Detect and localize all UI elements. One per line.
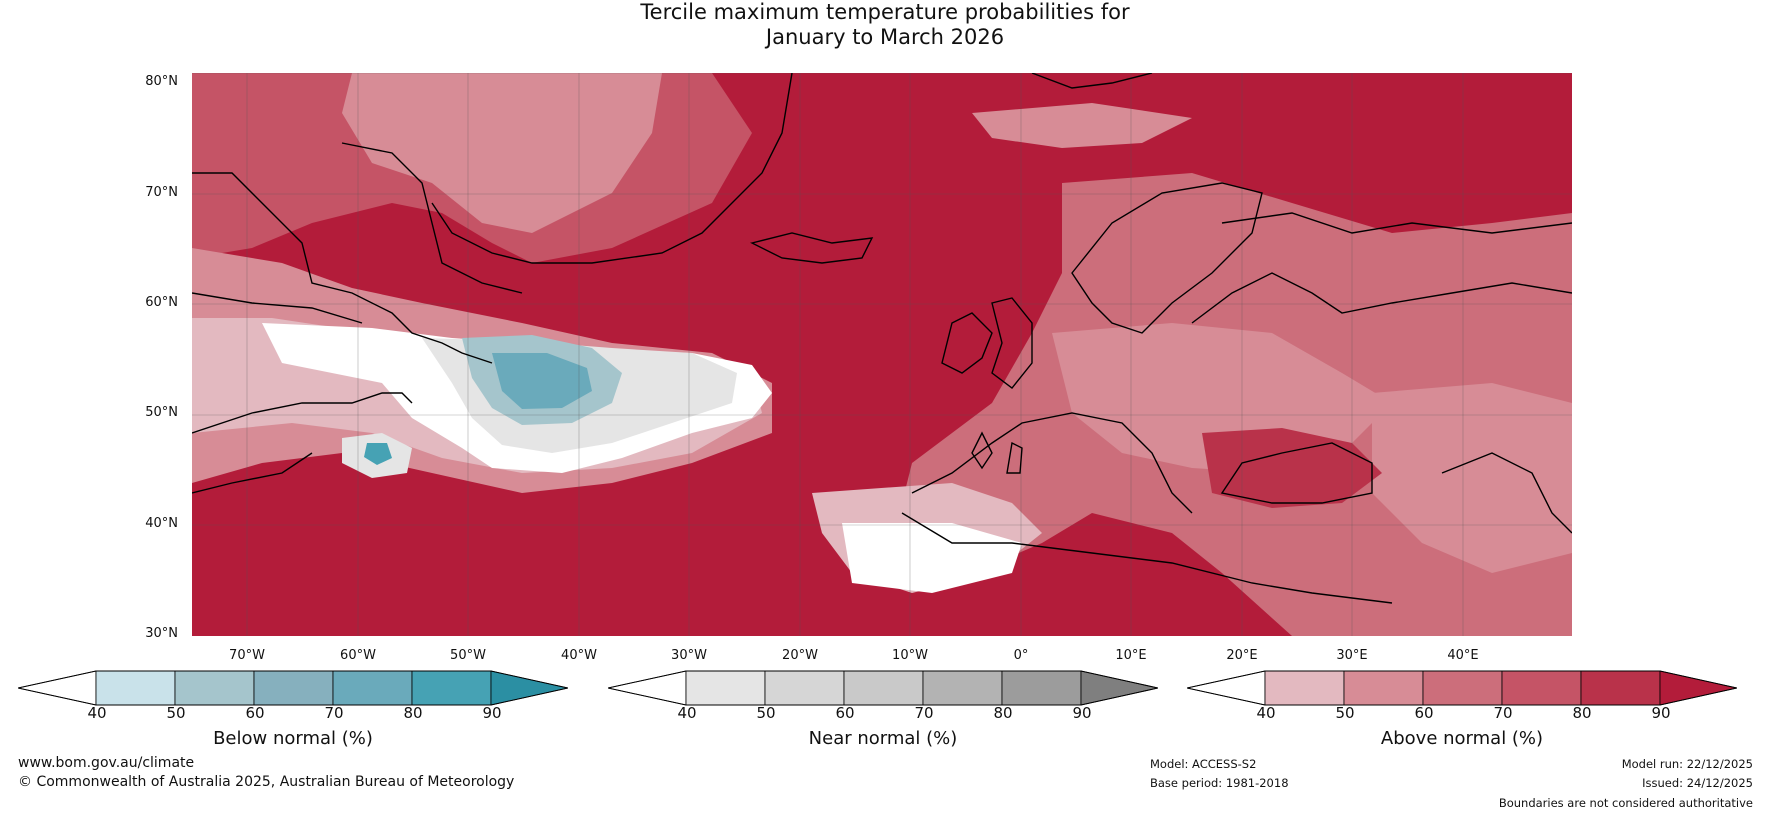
- above-tick-60: 60: [1414, 704, 1434, 722]
- colorbar-above-max-arrow: [1659, 670, 1738, 706]
- lon-label-30w: 30°W: [671, 648, 707, 663]
- lon-label-10w: 10°W: [892, 648, 928, 663]
- colorbar-above-bin-40-50: [1264, 670, 1345, 706]
- lon-label-70w: 70°W: [229, 648, 265, 663]
- below-tick-90: 90: [482, 704, 502, 722]
- legend-title-near: Near normal (%): [808, 728, 958, 749]
- colorbar-below-min-arrow: [17, 670, 97, 706]
- region-above-50-svalbard: [972, 103, 1192, 148]
- colorbar-above-bin-70-80: [1501, 670, 1582, 706]
- near-tick-90: 90: [1072, 704, 1092, 722]
- colorbar-near-bin-70-80: [922, 670, 1003, 706]
- colorbar-below-bin-40-50: [95, 670, 176, 706]
- lon-label-50w: 50°W: [450, 648, 486, 663]
- model-name: Model: ACCESS-S2: [1150, 757, 1257, 771]
- region-above-80-black-sea: [1202, 428, 1382, 508]
- region-above-50-greenland: [342, 73, 662, 233]
- probability-map: [192, 73, 1572, 636]
- colorbar-near-max-arrow: [1080, 670, 1159, 706]
- graticule: [192, 73, 1572, 636]
- lon-label-20w: 20°W: [782, 648, 818, 663]
- near-tick-80: 80: [993, 704, 1013, 722]
- below-tick-50: 50: [166, 704, 186, 722]
- lat-label-60n: 60°N: [145, 295, 178, 310]
- lat-label-80n: 80°N: [145, 74, 178, 89]
- lat-label-30n: 30°N: [145, 626, 178, 641]
- colorbar-below-bin-60-70: [253, 670, 334, 706]
- colorbar-near-bin-50-60: [764, 670, 845, 706]
- lon-label-60w: 60°W: [340, 648, 376, 663]
- lon-label-30e: 30°E: [1336, 648, 1368, 663]
- above-tick-80: 80: [1572, 704, 1592, 722]
- region-near-40-sahara: [842, 523, 1022, 593]
- colorbar-above-min-arrow: [1186, 670, 1266, 706]
- colorbar-near-min-arrow: [607, 670, 687, 706]
- colorbar-below-bin-50-60: [174, 670, 255, 706]
- colorbar-below-bin-70-80: [332, 670, 413, 706]
- lon-label-20e: 20°E: [1226, 648, 1258, 663]
- region-below-90-small: [364, 443, 392, 465]
- below-tick-70: 70: [324, 704, 344, 722]
- lon-label-0: 0°: [1013, 648, 1029, 663]
- colorbar-above-bin-80-90: [1580, 670, 1661, 706]
- lon-label-40e: 40°E: [1447, 648, 1479, 663]
- colorbar-above: [1186, 670, 1738, 706]
- legend-near-normal: [607, 668, 1159, 712]
- copyright-text: © Commonwealth of Australia 2025, Austra…: [18, 774, 515, 790]
- title-line-1: Tercile maximum temperature probabilitie…: [640, 0, 1130, 24]
- colorbar-near: [607, 670, 1159, 706]
- legend-below-normal: [17, 668, 569, 712]
- region-above-50-east: [1372, 383, 1572, 573]
- below-tick-80: 80: [403, 704, 423, 722]
- lon-label-10e: 10°E: [1115, 648, 1147, 663]
- issued-date: Issued: 24/12/2025: [1642, 776, 1753, 790]
- above-tick-40: 40: [1256, 704, 1276, 722]
- colorbar-near-bin-60-70: [843, 670, 924, 706]
- coastlines: [192, 73, 1572, 604]
- chart-title: Tercile maximum temperature probabilitie…: [0, 0, 1770, 50]
- colorbar-below-max-arrow: [490, 670, 569, 706]
- below-tick-40: 40: [87, 704, 107, 722]
- above-tick-50: 50: [1335, 704, 1355, 722]
- model-run-date: Model run: 22/12/2025: [1621, 757, 1753, 771]
- near-tick-40: 40: [677, 704, 697, 722]
- base-period: Base period: 1981-2018: [1150, 776, 1289, 790]
- colorbar-near-bin-40-50: [685, 670, 766, 706]
- title-line-2: January to March 2026: [765, 25, 1005, 49]
- below-tick-60: 60: [245, 704, 265, 722]
- legend-title-above: Above normal (%): [1380, 728, 1544, 749]
- colorbar-below: [17, 670, 569, 706]
- near-tick-70: 70: [914, 704, 934, 722]
- lat-label-50n: 50°N: [145, 405, 178, 420]
- colorbar-below-bin-80-90: [411, 670, 492, 706]
- above-tick-70: 70: [1493, 704, 1513, 722]
- lat-label-40n: 40°N: [145, 516, 178, 531]
- lon-label-40w: 40°W: [561, 648, 597, 663]
- website-link[interactable]: www.bom.gov.au/climate: [18, 755, 195, 771]
- above-tick-90: 90: [1651, 704, 1671, 722]
- boundaries-disclaimer: Boundaries are not considered authoritat…: [1498, 796, 1753, 810]
- near-tick-50: 50: [756, 704, 776, 722]
- legend-title-below: Below normal (%): [213, 728, 373, 749]
- colorbar-above-bin-60-70: [1422, 670, 1503, 706]
- colorbar-above-bin-50-60: [1343, 670, 1424, 706]
- lat-label-70n: 70°N: [145, 185, 178, 200]
- legend-above-normal: [1186, 668, 1738, 712]
- colorbar-near-bin-80-90: [1001, 670, 1082, 706]
- near-tick-60: 60: [835, 704, 855, 722]
- region-below-80: [492, 353, 592, 409]
- map-svg: [192, 73, 1572, 636]
